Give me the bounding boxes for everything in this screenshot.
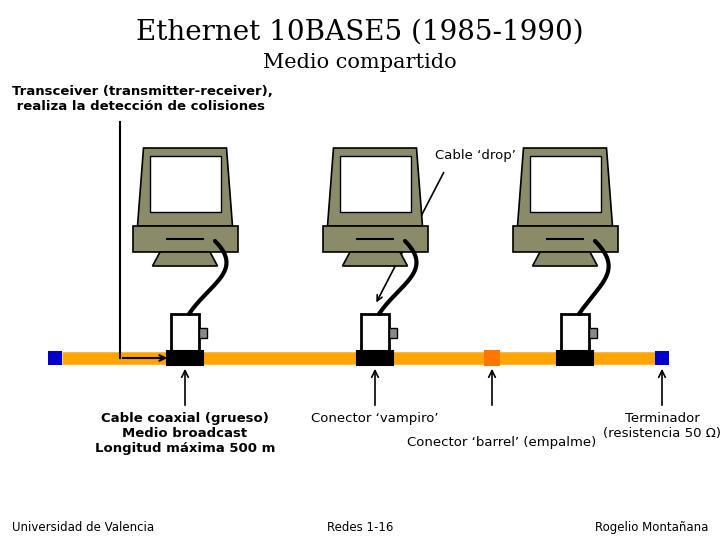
FancyBboxPatch shape [484,350,500,366]
Text: Redes 1-16: Redes 1-16 [327,521,393,534]
FancyBboxPatch shape [655,351,669,365]
Text: Ethernet 10BASE5 (1985-1990): Ethernet 10BASE5 (1985-1990) [136,18,584,45]
Polygon shape [138,148,233,226]
FancyBboxPatch shape [557,351,593,365]
FancyBboxPatch shape [357,351,393,365]
Text: Rogelio Montañana: Rogelio Montañana [595,521,708,534]
FancyBboxPatch shape [150,156,220,212]
FancyBboxPatch shape [171,314,199,352]
Text: Conector ‘barrel’ (empalme): Conector ‘barrel’ (empalme) [408,436,597,449]
Polygon shape [533,252,598,266]
Text: Cable ‘drop’: Cable ‘drop’ [435,148,516,161]
FancyBboxPatch shape [167,351,203,365]
Text: Conector ‘vampiro’: Conector ‘vampiro’ [311,412,438,425]
Polygon shape [343,252,408,266]
Polygon shape [518,148,613,226]
FancyBboxPatch shape [323,226,428,252]
FancyBboxPatch shape [199,328,207,338]
Text: Universidad de Valencia: Universidad de Valencia [12,521,154,534]
FancyBboxPatch shape [513,226,618,252]
Polygon shape [328,148,423,226]
Text: Transceiver (transmitter-receiver),
 realiza la detección de colisiones: Transceiver (transmitter-receiver), real… [12,85,273,113]
Text: Cable coaxial (grueso)
Medio broadcast
Longitud máxima 500 m: Cable coaxial (grueso) Medio broadcast L… [95,412,275,455]
FancyBboxPatch shape [589,328,597,338]
FancyBboxPatch shape [361,314,389,352]
FancyBboxPatch shape [340,156,410,212]
Text: Terminador
(resistencia 50 Ω): Terminador (resistencia 50 Ω) [603,412,720,440]
Text: Medio compartido: Medio compartido [264,52,456,71]
FancyBboxPatch shape [48,351,62,365]
FancyBboxPatch shape [529,156,600,212]
FancyBboxPatch shape [389,328,397,338]
FancyBboxPatch shape [132,226,238,252]
FancyBboxPatch shape [561,314,589,352]
Polygon shape [153,252,217,266]
